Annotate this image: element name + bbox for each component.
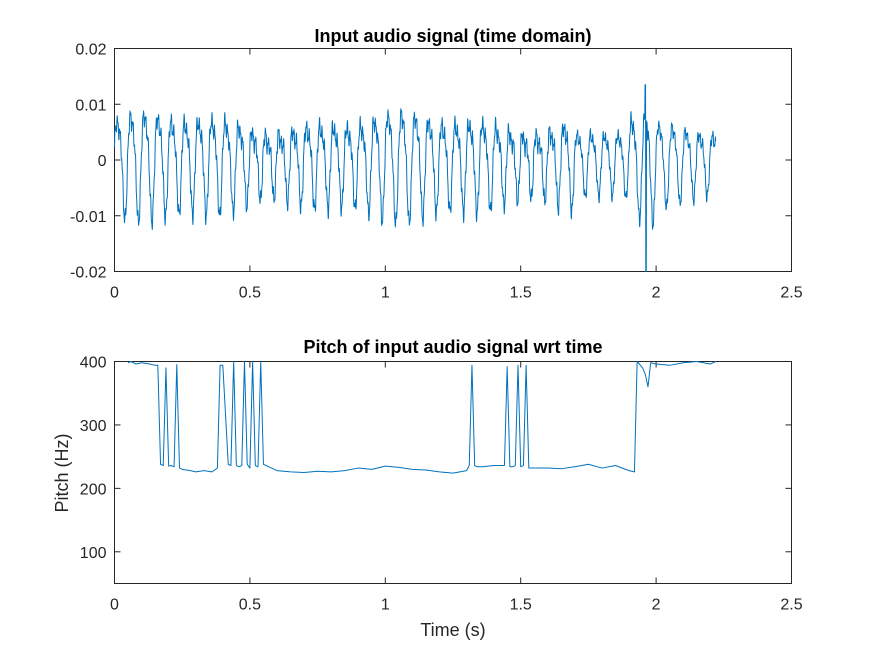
pitch-xtick-label: 2.5 xyxy=(780,597,802,614)
pitch-ytick-label: 100 xyxy=(80,545,107,562)
signal-plot-ticks: 0 0.5 1 1.5 2 2.5 0.02 0.01 0 -0.01 -0.02 xyxy=(70,42,803,302)
signal-xtick-label: 0.5 xyxy=(239,285,261,302)
pitch-plot-ticks: 0 0.5 1 1.5 2 2.5 400 300 200 100 xyxy=(80,355,803,614)
pitch-xtick-label: 1 xyxy=(381,597,390,614)
pitch-xtick-label: 1.5 xyxy=(510,597,532,614)
pitch-plot-title: Pitch of input audio signal wrt time xyxy=(303,337,602,357)
signal-xtick-label: 1.5 xyxy=(510,285,532,302)
pitch-xtick-label: 0.5 xyxy=(239,597,261,614)
pitch-xtick-label: 0 xyxy=(110,597,119,614)
pitch-plot-xlabel: Time (s) xyxy=(420,620,485,640)
signal-xtick-label: 2 xyxy=(652,285,661,302)
pitch-line xyxy=(127,361,716,474)
signal-ytick-label: -0.01 xyxy=(70,209,107,226)
signal-plot-axes-box xyxy=(114,48,792,272)
pitch-plot-panel: Pitch of input audio signal wrt time 0 0.… xyxy=(52,337,803,640)
signal-ytick-label: -0.02 xyxy=(70,265,107,282)
pitch-plot-ylabel: Pitch (Hz) xyxy=(52,433,72,512)
pitch-plot-axes-box xyxy=(114,361,792,584)
signal-waveform-line xyxy=(114,84,717,272)
pitch-ytick-label: 400 xyxy=(80,355,107,372)
signal-plot-title: Input audio signal (time domain) xyxy=(315,26,592,46)
signal-ytick-label: 0.02 xyxy=(75,42,106,59)
signal-xtick-label: 2.5 xyxy=(780,285,802,302)
signal-xtick-label: 1 xyxy=(381,285,390,302)
pitch-xtick-label: 2 xyxy=(652,597,661,614)
pitch-ytick-label: 200 xyxy=(80,481,107,498)
signal-xtick-label: 0 xyxy=(110,285,119,302)
signal-ytick-label: 0 xyxy=(98,153,107,170)
signal-plot-panel: Input audio signal (time domain) 0 0.5 1 1.… xyxy=(70,26,803,302)
pitch-ytick-label: 300 xyxy=(80,418,107,435)
signal-ytick-label: 0.01 xyxy=(75,97,106,114)
